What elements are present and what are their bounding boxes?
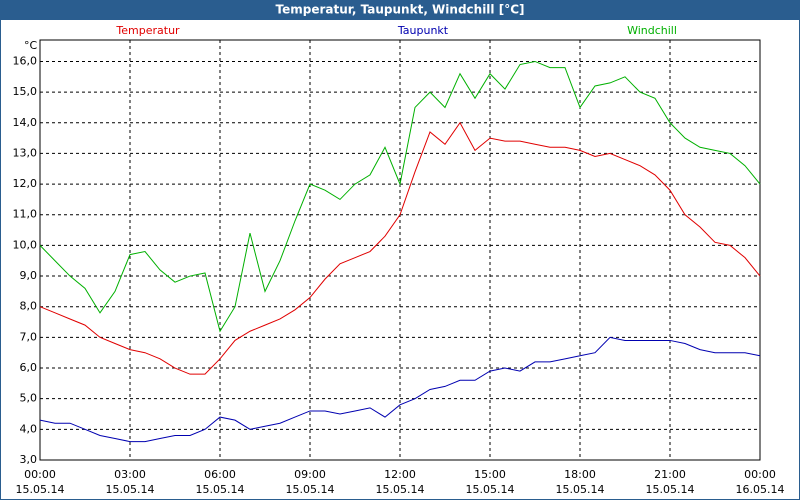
y-tick-label: 8,0 xyxy=(20,300,38,313)
y-unit: °C xyxy=(24,39,38,52)
x-tick-date: 16.05.14 xyxy=(736,483,785,496)
y-tick-label: 5,0 xyxy=(20,392,38,405)
x-tick-date: 15.05.14 xyxy=(196,483,245,496)
x-tick-date: 15.05.14 xyxy=(466,483,515,496)
y-tick-label: 6,0 xyxy=(20,361,38,374)
y-tick-label: 4,0 xyxy=(20,422,38,435)
x-tick-label: 15:00 xyxy=(474,468,506,481)
x-tick-date: 15.05.14 xyxy=(286,483,335,496)
y-tick-label: 9,0 xyxy=(20,269,38,282)
x-tick-date: 15.05.14 xyxy=(106,483,155,496)
legend-entry: Temperatur xyxy=(115,24,180,37)
y-tick-label: 10,0 xyxy=(13,238,38,251)
series-line xyxy=(39,336,761,443)
series-line xyxy=(39,121,761,375)
y-tick-label: 7,0 xyxy=(20,330,38,343)
series-line xyxy=(39,60,761,333)
title-bar xyxy=(0,0,800,20)
x-tick-label: 03:00 xyxy=(114,468,146,481)
y-tick-label: 14,0 xyxy=(13,116,38,129)
x-tick-label: 06:00 xyxy=(204,468,236,481)
chart-title: Temperatur, Taupunkt, Windchill [°C] xyxy=(276,3,525,17)
y-tick-label: 11,0 xyxy=(13,208,38,221)
y-tick-label: 16,0 xyxy=(13,54,38,67)
x-tick-date: 15.05.14 xyxy=(556,483,605,496)
x-tick-label: 00:00 xyxy=(744,468,776,481)
y-tick-label: 15,0 xyxy=(13,85,38,98)
y-tick-label: 12,0 xyxy=(13,177,38,190)
x-tick-date: 15.05.14 xyxy=(646,483,695,496)
x-tick-label: 09:00 xyxy=(294,468,326,481)
legend-entry: Taupunkt xyxy=(397,24,449,37)
x-tick-label: 18:00 xyxy=(564,468,596,481)
y-tick-label: 13,0 xyxy=(13,146,38,159)
x-tick-label: 12:00 xyxy=(384,468,416,481)
legend-entry: Windchill xyxy=(627,24,677,37)
x-tick-label: 00:00 xyxy=(24,468,56,481)
x-tick-date: 15.05.14 xyxy=(376,483,425,496)
x-tick-date: 15.05.14 xyxy=(16,483,65,496)
x-tick-label: 21:00 xyxy=(654,468,686,481)
y-tick-label: 3,0 xyxy=(20,453,38,466)
